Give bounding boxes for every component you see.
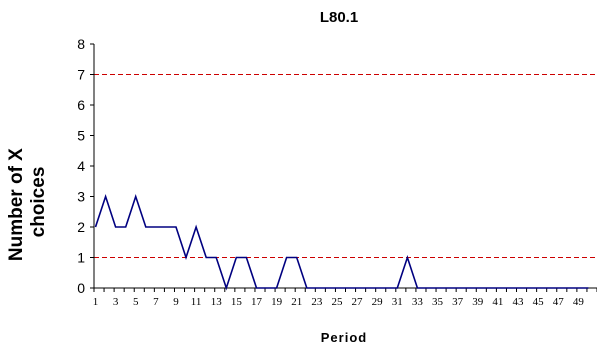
reference-lines [94, 74, 597, 258]
x-tick-label-17: 17 [251, 296, 263, 308]
y-axis-label-line-1: Number of X [6, 148, 27, 261]
x-tick-label-13: 13 [211, 296, 223, 308]
x-tick-label-49: 49 [573, 296, 585, 308]
x-tick-label-27: 27 [352, 296, 364, 308]
x-tick-label-41: 41 [492, 296, 503, 308]
x-tick-label-1: 1 [93, 296, 99, 308]
y-tick-label-5: 5 [77, 128, 85, 144]
y-tick-label-0: 0 [77, 280, 85, 296]
y-tick-label-8: 8 [77, 36, 85, 52]
y-tick-label-6: 6 [77, 97, 85, 113]
x-tick-label-47: 47 [553, 296, 565, 308]
x-axis-label: Period [321, 330, 367, 345]
series-line-0 [94, 193, 589, 291]
x-tick-label-23: 23 [311, 296, 323, 308]
x-tick-label-37: 37 [452, 296, 464, 308]
chart-title: L80.1 [320, 9, 358, 26]
x-tick-label-29: 29 [372, 296, 384, 308]
x-tick-label-39: 39 [472, 296, 484, 308]
x-tick-label-3: 3 [113, 296, 119, 308]
y-tick-label-1: 1 [77, 250, 85, 266]
y-tick-label-3: 3 [77, 189, 85, 205]
x-tick-label-33: 33 [412, 296, 424, 308]
y-axis-label-line-2: choices [28, 167, 49, 238]
x-tick-label-21: 21 [291, 296, 302, 308]
y-tick-label-7: 7 [77, 67, 85, 83]
y-axis-label: Number of X choices [6, 143, 49, 261]
y-tick-label-2: 2 [77, 219, 85, 235]
x-tick-label-9: 9 [173, 296, 179, 308]
x-tick-label-35: 35 [432, 296, 444, 308]
x-ticks: 1 3 5 7 9 11 13 15 17 19 21 23 25 27 29 31 33 35 37 39 41 43 4… [93, 288, 597, 308]
x-tick-label-25: 25 [331, 296, 343, 308]
x-tick-label-5: 5 [133, 296, 139, 308]
x-tick-label-31: 31 [392, 296, 403, 308]
x-tick-label-15: 15 [231, 296, 243, 308]
axes [93, 44, 597, 289]
x-tick-label-7: 7 [153, 296, 159, 308]
y-tick-label-4: 4 [77, 158, 85, 174]
x-tick-label-45: 45 [533, 296, 545, 308]
x-tick-label-19: 19 [271, 296, 283, 308]
x-tick-label-43: 43 [513, 296, 525, 308]
series [94, 193, 589, 291]
y-ticks: 0 1 2 3 4 5 6 7 8 [77, 36, 94, 296]
x-tick-label-11: 11 [191, 296, 202, 308]
